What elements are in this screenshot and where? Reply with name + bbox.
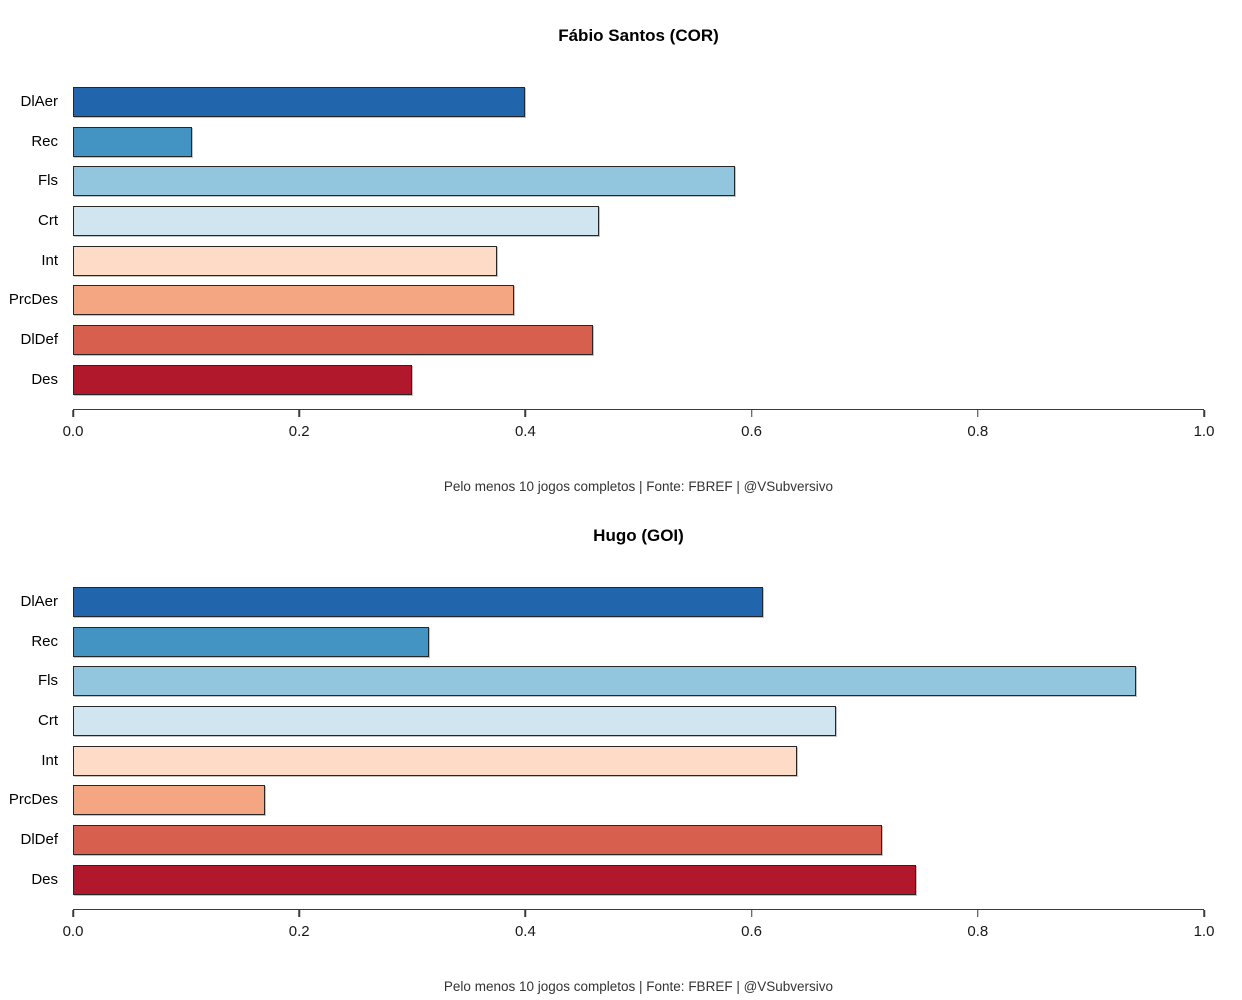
axis-tick-label: 1.0 bbox=[1193, 923, 1215, 940]
bar bbox=[73, 364, 413, 395]
axis-tick bbox=[977, 910, 979, 917]
bar-row: Des bbox=[31, 864, 1204, 895]
bar bbox=[73, 626, 430, 657]
category-label: DlDef bbox=[20, 831, 58, 849]
bar-row: Crt bbox=[38, 206, 1204, 237]
category-label: PrcDes bbox=[8, 791, 58, 809]
chart-caption: Pelo menos 10 jogos completos | Fonte: F… bbox=[443, 479, 834, 494]
axis-tick bbox=[524, 410, 527, 417]
axis-tick bbox=[298, 410, 300, 417]
bar-chart-fabio-santos: Fábio Santos (COR) DlAer Rec Fls Crt Int PrcD… bbox=[9, 26, 1215, 494]
axis-tick bbox=[72, 910, 74, 917]
category-label: DlAer bbox=[20, 593, 58, 610]
category-label: DlDef bbox=[20, 331, 58, 349]
x-axis: 0.0 0.2 0.4 0.6 0.8 1.0 bbox=[63, 409, 1214, 450]
bar-row: Rec bbox=[31, 626, 1204, 657]
bar bbox=[73, 785, 266, 816]
category-label: Fls bbox=[38, 172, 58, 190]
plot-area: DlAer Rec Fls Crt Int PrcDes DlDef Des bbox=[9, 587, 1204, 905]
bar-row: Crt bbox=[38, 706, 1204, 737]
bar-row: Rec bbox=[31, 126, 1204, 157]
bar bbox=[73, 864, 916, 895]
category-label: Int bbox=[41, 251, 58, 269]
category-label: Des bbox=[31, 370, 58, 388]
category-label: Int bbox=[41, 751, 58, 769]
axis-tick-label: 0.0 bbox=[62, 423, 84, 440]
axis-tick bbox=[1203, 410, 1205, 417]
category-label: PrcDes bbox=[8, 291, 58, 309]
bar bbox=[73, 206, 599, 237]
bar-row: DlDef bbox=[20, 825, 1204, 856]
bar bbox=[73, 745, 797, 776]
bar bbox=[73, 825, 882, 856]
axis-tick-label: 0.8 bbox=[967, 423, 989, 440]
axis-tick-label: 1.0 bbox=[1193, 423, 1215, 440]
axis-tick bbox=[72, 410, 74, 417]
bar bbox=[73, 87, 526, 117]
category-label: DlAer bbox=[20, 93, 58, 110]
chart-title: Hugo (GOI) bbox=[593, 526, 684, 545]
bar bbox=[73, 706, 837, 737]
category-label: Fls bbox=[38, 672, 58, 690]
category-label: Des bbox=[31, 870, 58, 888]
chart-caption: Pelo menos 10 jogos completos | Fonte: F… bbox=[443, 979, 834, 994]
bar-row: PrcDes bbox=[9, 785, 1204, 816]
axis-tick bbox=[524, 910, 527, 917]
bar-row: Des bbox=[31, 364, 1204, 395]
axis-tick-label: 0.6 bbox=[741, 923, 763, 940]
bar-row: DlAer bbox=[20, 587, 1204, 617]
plot-area: DlAer Rec Fls Crt Int PrcDes DlDef Des bbox=[9, 87, 1204, 405]
axis-tick-label: 0.4 bbox=[514, 423, 536, 440]
chart-title: Fábio Santos (COR) bbox=[558, 26, 719, 45]
axis-tick-label: 0.0 bbox=[62, 923, 84, 940]
bar bbox=[73, 325, 594, 356]
x-axis: 0.0 0.2 0.4 0.6 0.8 1.0 bbox=[63, 909, 1214, 950]
axis-tick bbox=[977, 410, 979, 417]
bar-row: DlDef bbox=[20, 325, 1204, 356]
bar bbox=[73, 245, 498, 276]
bar bbox=[73, 166, 735, 197]
axis-tick bbox=[750, 410, 753, 417]
category-label: Rec bbox=[31, 632, 58, 650]
bar bbox=[73, 666, 1137, 697]
axis-tick-label: 0.6 bbox=[741, 423, 763, 440]
axis-tick-label: 0.2 bbox=[288, 423, 310, 440]
category-label: Crt bbox=[38, 712, 58, 730]
axis-tick bbox=[750, 910, 753, 917]
category-label: Rec bbox=[31, 132, 58, 150]
bar bbox=[73, 587, 763, 617]
bar-row: Fls bbox=[38, 166, 1204, 197]
bar-row: Int bbox=[41, 745, 1204, 776]
axis-tick bbox=[1203, 910, 1205, 917]
axis-tick-label: 0.4 bbox=[514, 923, 536, 940]
axis-tick-label: 0.2 bbox=[288, 923, 310, 940]
plot-rows: DlAer Rec Fls Crt Int PrcDes DlDef Des bbox=[9, 587, 1204, 895]
bar-chart-hugo: Hugo (GOI) DlAer Rec Fls Crt Int PrcDes DlDef D… bbox=[0, 500, 1242, 1000]
axis-tick bbox=[298, 910, 300, 917]
plot-rows: DlAer Rec Fls Crt Int PrcDes DlDef Des bbox=[9, 87, 1204, 395]
axis-tick-label: 0.8 bbox=[967, 923, 989, 940]
bar-row: Fls bbox=[38, 666, 1204, 697]
bar-row: Int bbox=[41, 245, 1204, 276]
category-label: Crt bbox=[38, 212, 58, 230]
bar-row: DlAer bbox=[20, 87, 1204, 117]
bar-row: PrcDes bbox=[9, 285, 1204, 316]
bar bbox=[73, 285, 515, 316]
bar bbox=[73, 126, 192, 157]
